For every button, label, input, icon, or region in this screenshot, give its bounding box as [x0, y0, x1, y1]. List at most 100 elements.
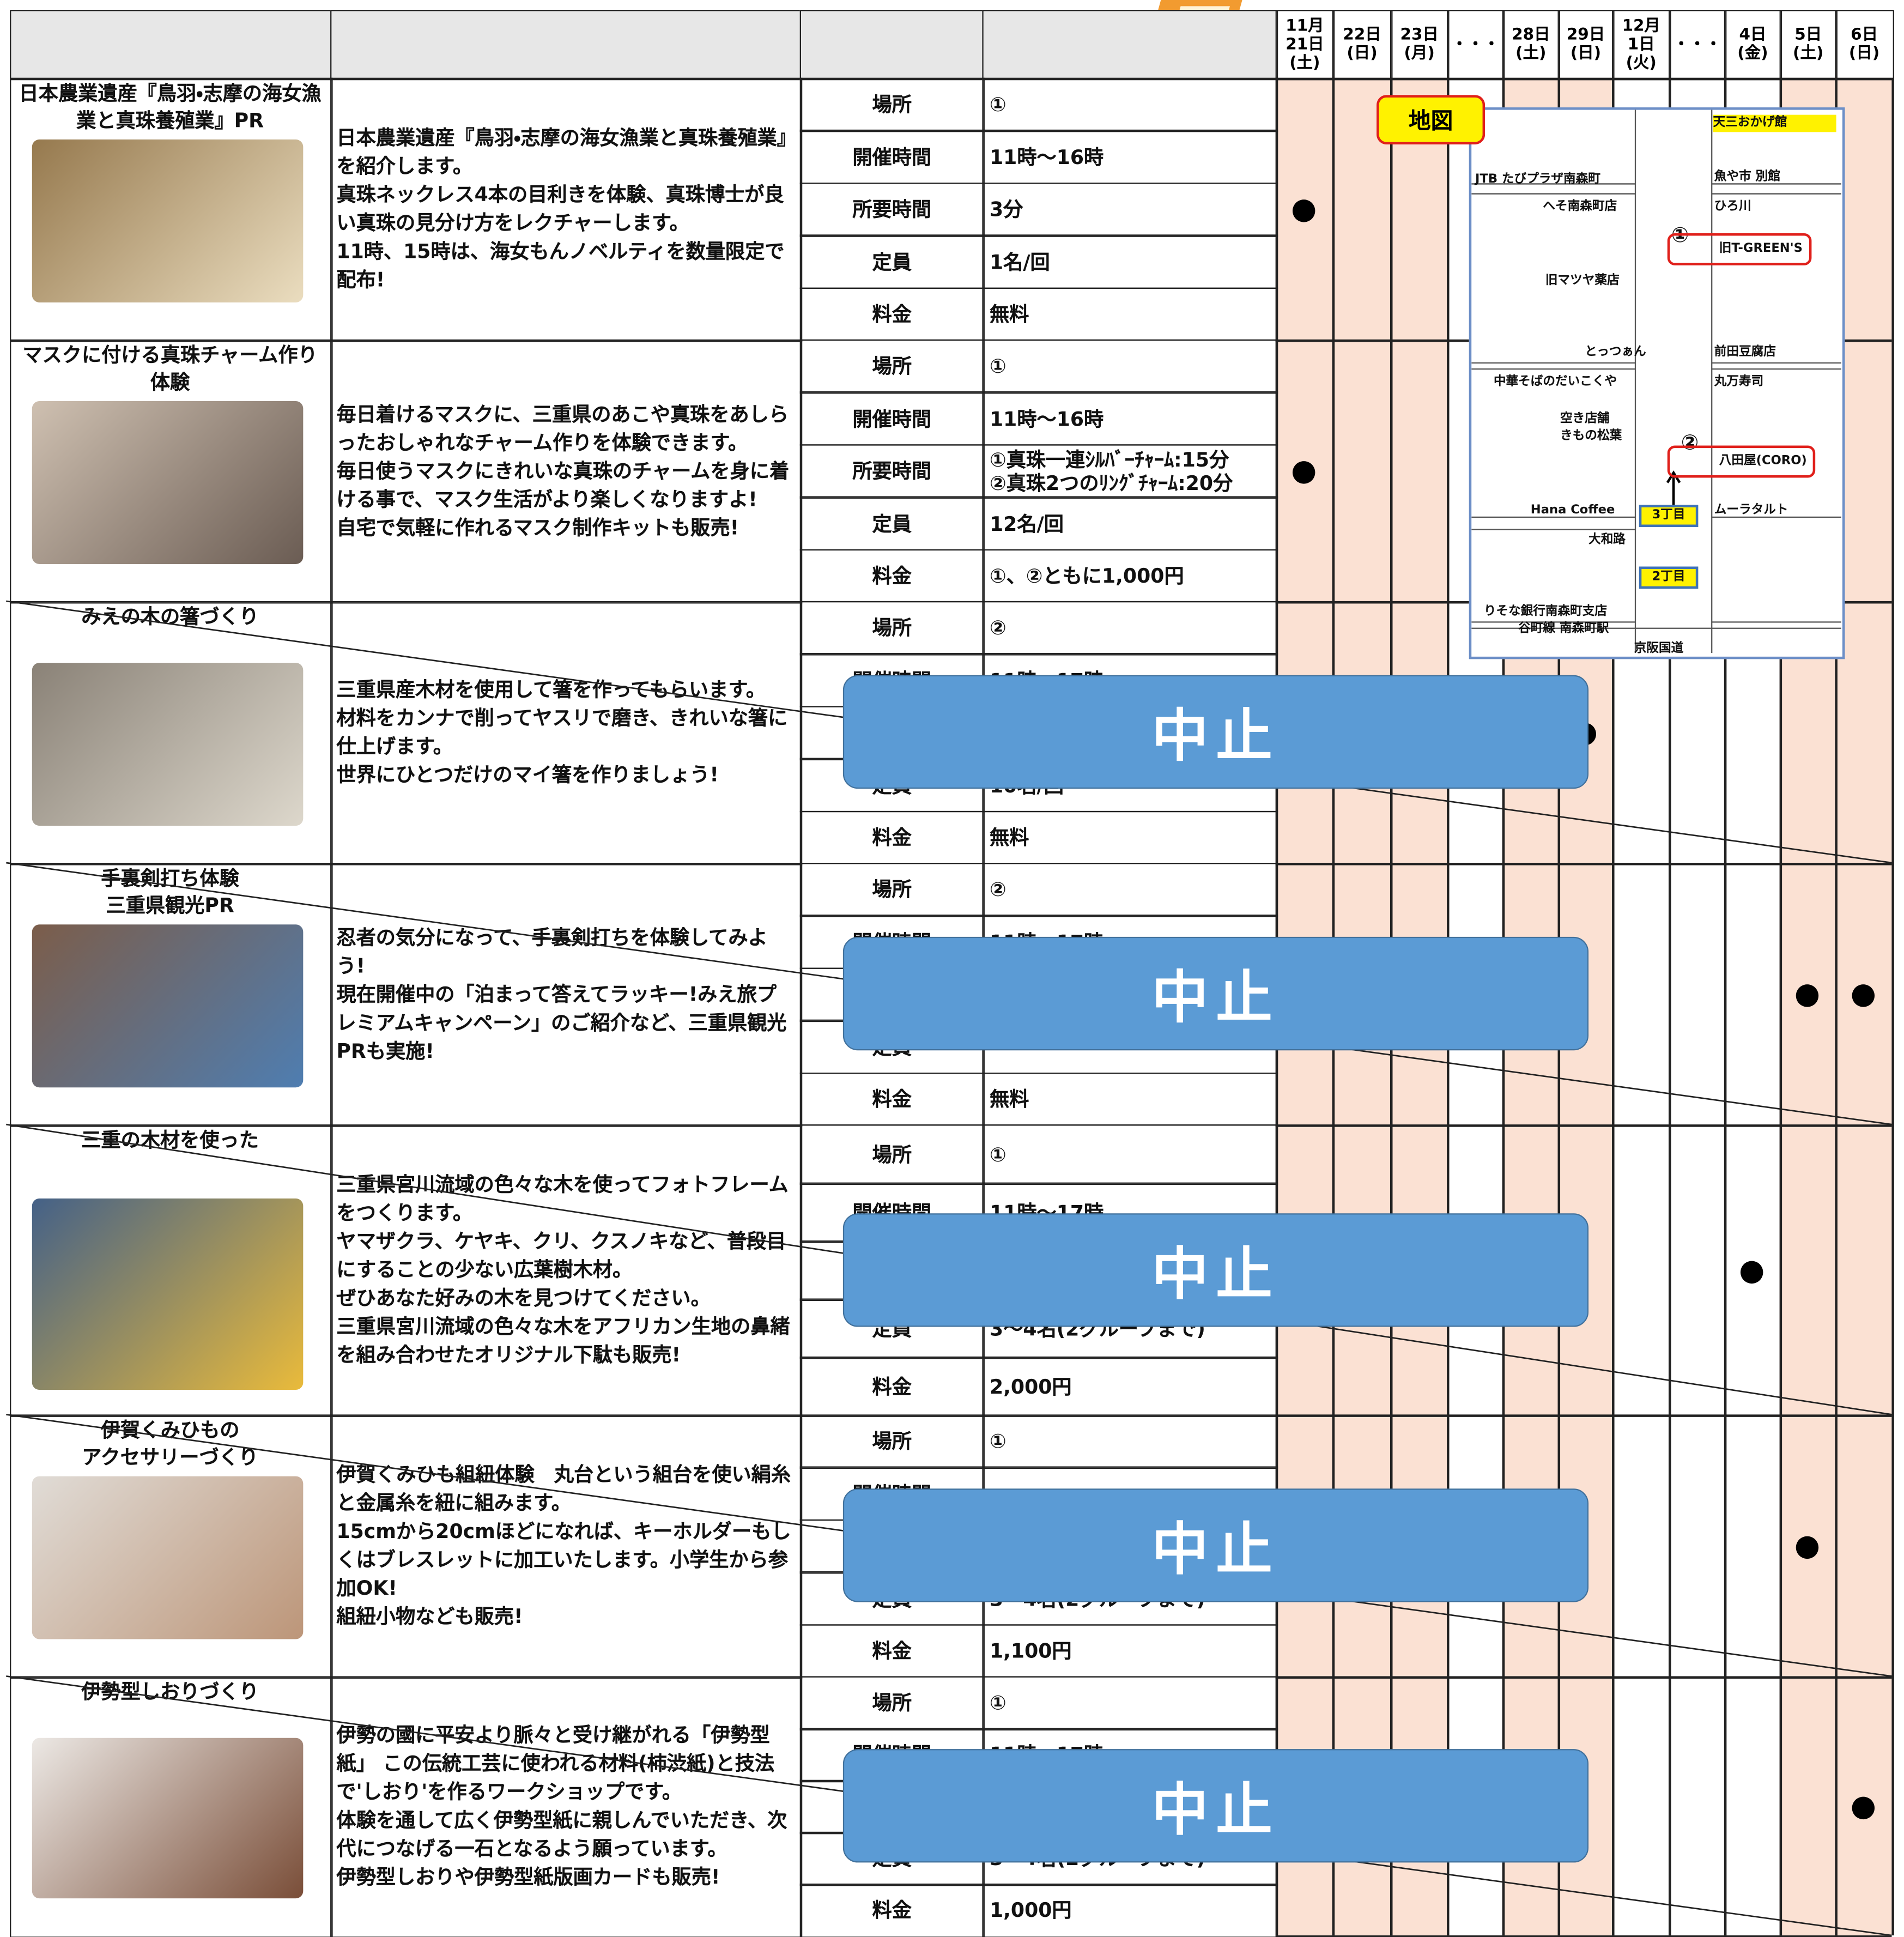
date-line: 11月	[1285, 17, 1324, 36]
field-label: 場所	[799, 863, 984, 917]
map-label: ひろ川	[1714, 199, 1751, 214]
schedule-mark: ●	[1850, 1788, 1877, 1823]
date-header: 11月 21日 (土)	[1275, 10, 1335, 80]
date-header: 12月 1日 (火)	[1612, 10, 1671, 80]
row-title: マスクに付ける真珠チャーム作り体験	[22, 343, 318, 394]
row-title: 伊賀くみひもの アクセサリーづくり	[82, 1418, 258, 1469]
date-line: 5日	[1794, 26, 1822, 45]
map-label: とっつぁん	[1585, 346, 1646, 360]
schedule-mark: ●	[1739, 1252, 1765, 1287]
date-header: 22日 (日)	[1332, 10, 1392, 80]
date-line: 6日	[1851, 26, 1878, 45]
map-label: 空き店舗 きもの松葉	[1560, 412, 1622, 444]
title-cell	[10, 77, 332, 342]
row-line	[1275, 1124, 1892, 1127]
top-line	[1275, 77, 1892, 80]
column-line	[1779, 77, 1781, 1936]
field-label: 場所	[799, 1414, 984, 1469]
map-label: ムーラタルト	[1714, 503, 1788, 517]
map-label: 八田屋(CORO)	[1667, 445, 1816, 478]
date-line: 1日	[1627, 35, 1655, 55]
map-label: 天三おかげ館	[1713, 114, 1836, 132]
field-value: ①	[982, 77, 1278, 132]
field-label: 場所	[799, 339, 984, 394]
description-cell	[330, 1414, 802, 1678]
schedule-mark: ●	[1794, 1528, 1821, 1563]
title-cell	[10, 339, 332, 603]
date-line: (土)	[1515, 45, 1547, 64]
date-line: 22日	[1343, 26, 1381, 45]
map-label: 旧T-GREEN'S	[1667, 233, 1811, 265]
photo	[32, 1198, 304, 1390]
map-label: 2丁目	[1639, 566, 1699, 589]
field-value: ①	[982, 339, 1278, 394]
field-value: 1名/回	[982, 234, 1278, 289]
field-label: 料金	[799, 1356, 984, 1417]
title-cell	[10, 601, 332, 865]
photo	[32, 924, 304, 1088]
field-value: ①	[982, 1124, 1278, 1184]
header-cell	[982, 10, 1278, 80]
column-line	[1891, 77, 1894, 1936]
row-title: 日本農業遺産『鳥羽・志摩の海女漁業と真珠養殖業』PR	[19, 81, 322, 132]
cancel-banner: 中止	[842, 936, 1589, 1051]
field-label: 場所	[799, 1124, 984, 1184]
field-value: 1,100円	[982, 1624, 1278, 1678]
field-label: 場所	[799, 77, 984, 132]
map-label: 中華そばのだいこくや	[1493, 375, 1617, 389]
date-header: ・・・	[1447, 10, 1505, 80]
date-line: 12月	[1622, 17, 1660, 36]
cancel-banner: 中止	[842, 1488, 1589, 1602]
date-line: 21日	[1285, 35, 1324, 55]
date-line: ・・・	[1673, 35, 1721, 55]
date-line: (日)	[1848, 45, 1880, 64]
column-line	[1835, 77, 1837, 1936]
description-cell	[330, 1124, 802, 1417]
date-header: 4日 (金)	[1724, 10, 1781, 80]
date-line: 29日	[1566, 26, 1605, 45]
field-value: ②	[982, 863, 1278, 917]
map-label: Hana Coffee	[1530, 503, 1615, 517]
map-label: 旧マツヤ薬店	[1545, 274, 1620, 288]
field-value: ①	[982, 1676, 1278, 1730]
map-label: 3丁目	[1639, 505, 1699, 528]
row-line	[1275, 863, 1892, 865]
map-label: 大和路	[1588, 533, 1626, 547]
schedule-mark: ●	[1290, 191, 1317, 226]
photo	[32, 401, 304, 564]
field-value: 2,000円	[982, 1356, 1278, 1417]
map-label: JTB たびプラザ南森町	[1475, 173, 1600, 186]
schedule-mark: ●	[1850, 976, 1877, 1011]
date-line: (火)	[1626, 54, 1657, 73]
field-label: 場所	[799, 1676, 984, 1730]
date-line: 23日	[1400, 26, 1439, 45]
map-label: りそな銀行南森町支店	[1483, 604, 1607, 619]
date-line: 4日	[1739, 26, 1767, 45]
map: 天三おかげ館 JTB たびプラザ南森町 魚や市 別館 へそ南森町店 ひろ川 ① 旧T-GRE…	[1469, 107, 1845, 659]
date-line: (金)	[1737, 45, 1768, 64]
cancel-banner: 中止	[842, 1213, 1589, 1327]
header-cell	[330, 10, 802, 80]
date-line: (日)	[1347, 45, 1378, 64]
description-cell	[330, 77, 802, 342]
description: 毎日着けるマスクに、三重県のあこや真珠をあしらったおしゃれなチャーム作りを体験で…	[336, 402, 790, 539]
description-cell	[330, 601, 802, 865]
photo	[32, 1476, 304, 1639]
title-cell	[10, 1414, 332, 1678]
field-value: ②	[982, 601, 1278, 656]
photo	[32, 663, 304, 826]
field-value: ①真珠一連ｼﾙﾊﾞｰﾁｬｰﾑ:15分 ②真珠2つのﾘﾝｸﾞﾁｬｰﾑ:20分	[982, 444, 1278, 499]
field-value: ①	[982, 1414, 1278, 1469]
date-header: 28日 (土)	[1502, 10, 1560, 80]
map-label: 前田豆腐店	[1714, 346, 1776, 360]
photo	[32, 1738, 304, 1899]
date-line: (日)	[1570, 45, 1602, 64]
row-line	[1275, 1676, 1892, 1678]
field-value: 3分	[982, 182, 1278, 237]
title-cell	[10, 1124, 332, 1417]
map-label: 魚や市 別館	[1714, 170, 1780, 184]
schedule-mark: ●	[1794, 976, 1821, 1011]
map-label: 谷町線 南森町駅	[1518, 622, 1609, 636]
description: 伊勢の國に平安より脈々と受け継がれる「伊勢型紙」 この伝統工芸に使われる材料(柿…	[336, 1723, 787, 1888]
